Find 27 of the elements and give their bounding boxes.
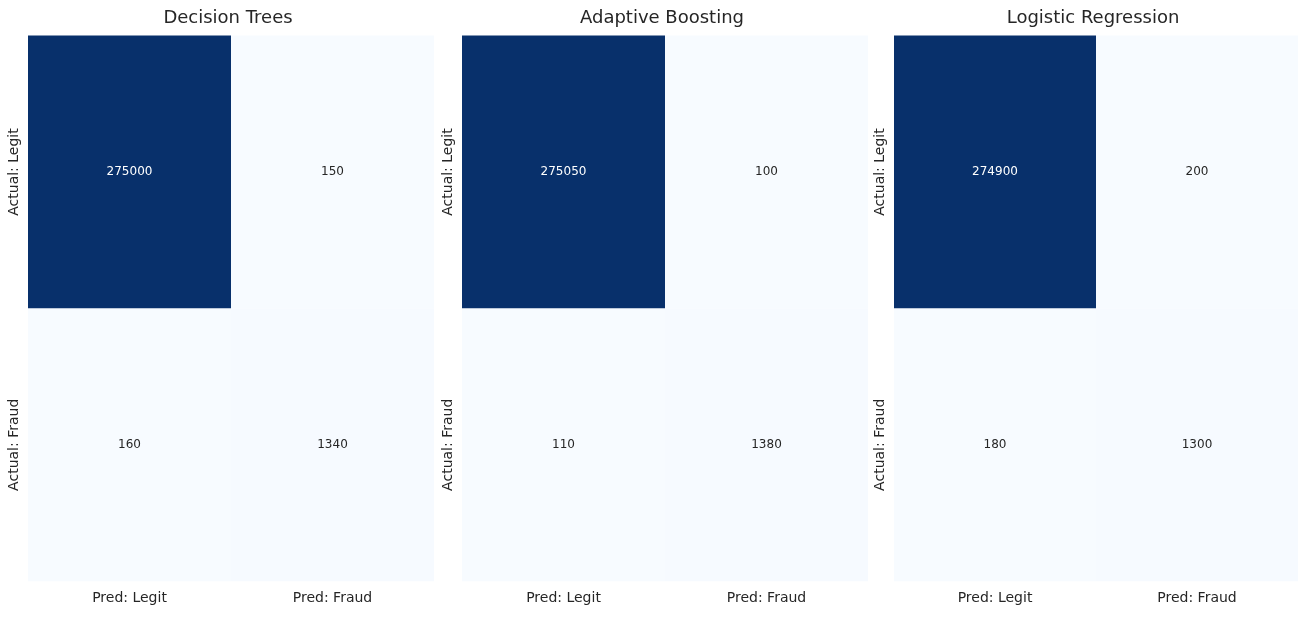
y-tick-label: Actual: Fraud [4,398,21,491]
x-tick-label: Pred: Fraud [726,589,807,606]
data-label: 275050 [540,164,587,179]
data-label: 160 [118,436,141,451]
data-label: 275000 [106,164,153,179]
y-tick-label: Actual: Fraud [870,398,887,491]
data-label: 274900 [972,164,1018,179]
y-tick-label: Actual: Legit [4,127,21,216]
data-label: 100 [755,164,778,179]
x-tick-label: Pred: Fraud [1157,589,1237,606]
data-label: 110 [552,436,575,451]
x-tick-label: Pred: Fraud [292,589,373,606]
x-tick-label: Pred: Legit [526,589,602,606]
data-label: 1380 [751,436,782,451]
y-tick-label: Actual: Legit [438,127,455,216]
y-tick-label: Actual: Legit [870,127,887,216]
x-tick-label: Pred: Legit [957,589,1033,606]
chart-title: Decision Trees [163,6,293,28]
data-label: 1300 [1181,436,1213,451]
data-label: 1340 [317,436,348,451]
chart-title: Adaptive Boosting [579,6,745,28]
data-label: 200 [1185,164,1209,179]
data-label: 180 [983,436,1007,451]
chart-title: Logistic Regression [1006,6,1180,28]
x-tick-label: Pred: Legit [92,589,168,606]
data-label: 150 [321,164,344,179]
y-tick-label: Actual: Fraud [438,398,455,491]
